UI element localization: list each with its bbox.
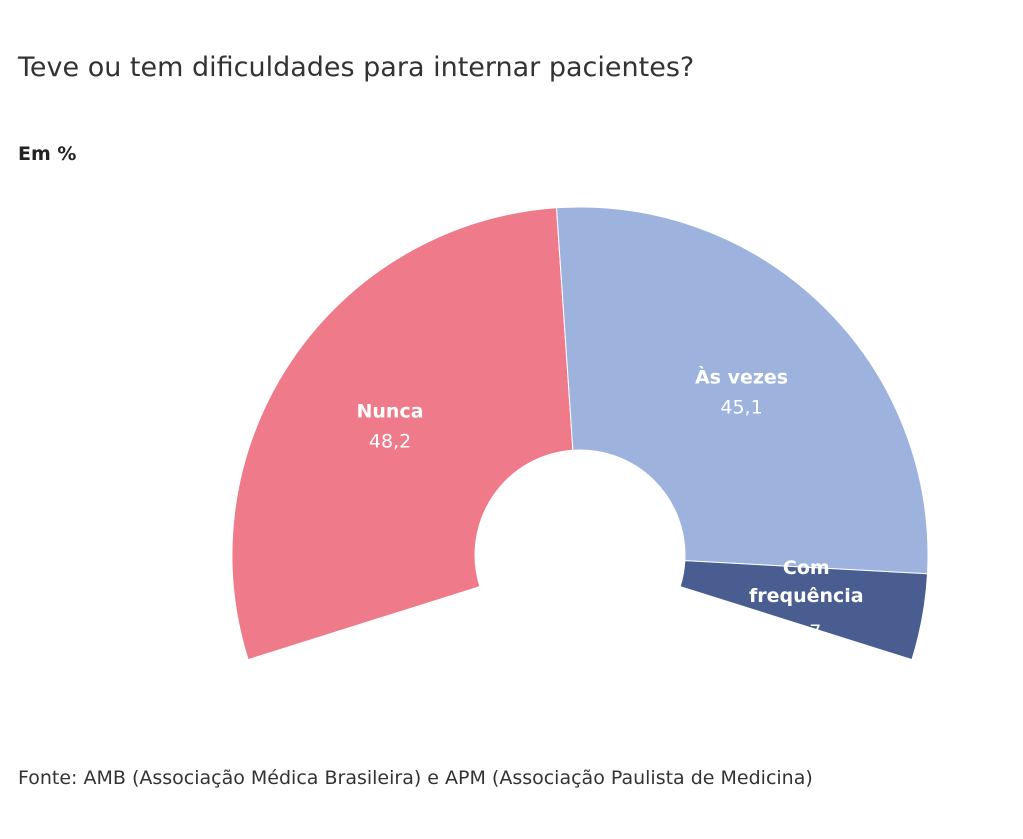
chart-subtitle: Em %	[18, 143, 76, 165]
slice	[231, 207, 574, 661]
source: Fonte: AMB (Associação Médica Brasileira…	[18, 767, 813, 789]
chart-title: Teve ou tem dificuldades para internar p…	[17, 52, 694, 83]
slice	[679, 560, 929, 661]
value-label: 6,7	[791, 621, 821, 643]
slice-label: Com frequência	[749, 557, 864, 607]
slice	[555, 206, 929, 575]
value-label: 45,1	[720, 396, 762, 418]
value-label: 48,2	[369, 430, 411, 452]
slice-label: Nunca	[357, 400, 424, 422]
slice-label: Às vezes	[695, 365, 788, 388]
